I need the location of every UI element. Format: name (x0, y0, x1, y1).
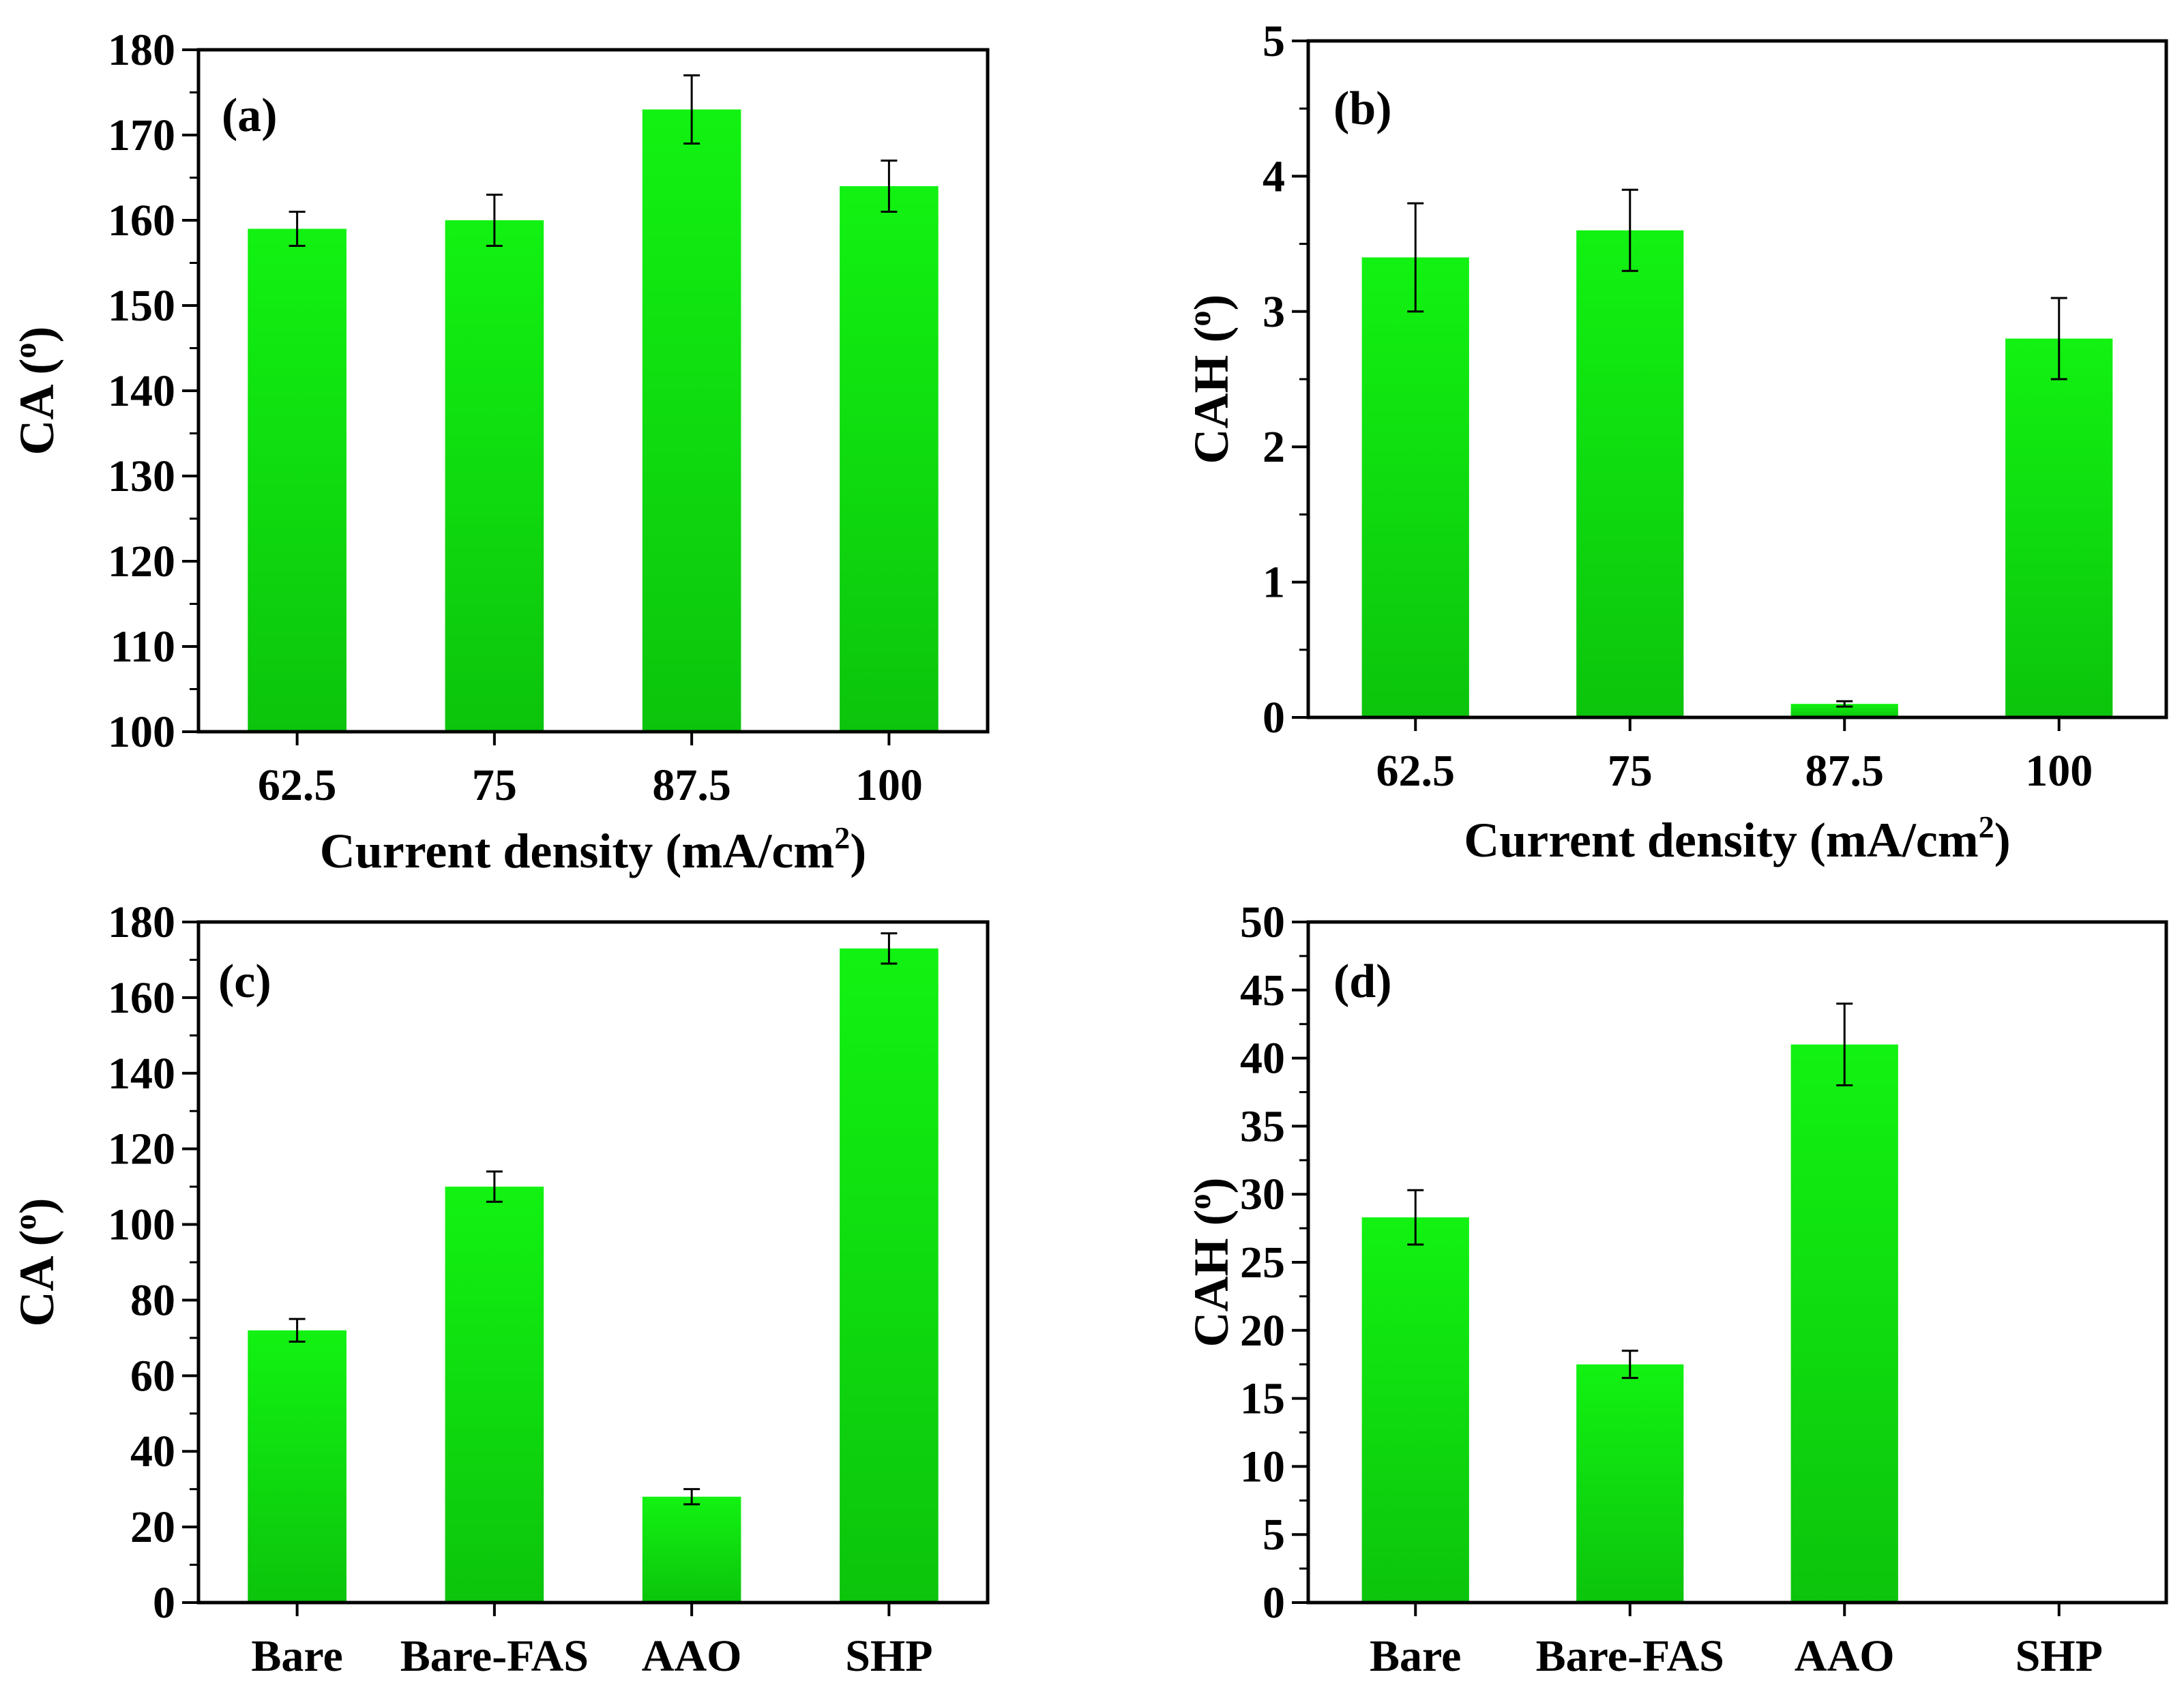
x-tick-label-c-3: SHP (845, 1631, 932, 1681)
bar-b-2 (1790, 704, 1898, 717)
y-tick-label-c-7: 140 (108, 1049, 175, 1099)
x-tick-label-a-1: 75 (472, 760, 517, 810)
y-tick-label-b-0: 0 (1263, 693, 1285, 743)
bar-a-3 (840, 186, 939, 732)
y-tick-label-b-2: 2 (1263, 422, 1285, 472)
bar-c-1 (445, 1187, 544, 1603)
bars-c (248, 932, 939, 1603)
y-tick-label-a-2: 120 (108, 537, 175, 586)
y-tick-label-d-8: 40 (1240, 1034, 1285, 1084)
y-tick-label-d-7: 35 (1240, 1101, 1285, 1151)
y-tick-label-d-2: 10 (1240, 1442, 1285, 1491)
y-axis-title-d: CAH (o) (1182, 1178, 1239, 1348)
y-tick-label-d-5: 25 (1240, 1238, 1285, 1288)
y-tick-label-a-8: 180 (108, 25, 175, 75)
bar-b-0 (1361, 257, 1469, 717)
ticks-a: 62.5 75 87.5 100 100 110 120 130 140 150 160 170 180 (108, 25, 923, 810)
y-tick-label-a-6: 160 (108, 196, 175, 246)
bar-a-2 (642, 109, 741, 732)
panel-label-d: (d) (1333, 955, 1392, 1008)
x-tick-label-b-0: 62.5 (1376, 746, 1456, 796)
y-tick-label-d-9: 45 (1240, 966, 1285, 1015)
y-axis-title-c: CA (o) (8, 1198, 64, 1327)
x-tick-label-d-2: AAO (1795, 1631, 1895, 1681)
bar-d-0 (1361, 1217, 1469, 1603)
x-tick-label-b-1: 75 (1608, 746, 1653, 796)
x-tick-label-c-1: Bare-FAS (400, 1631, 589, 1681)
y-tick-label-c-2: 40 (130, 1427, 175, 1476)
y-tick-label-c-3: 60 (130, 1351, 175, 1401)
x-tick-label-a-3: 100 (855, 760, 923, 810)
y-tick-label-a-5: 150 (108, 281, 175, 331)
bar-b-1 (1576, 230, 1684, 717)
panel-a: 62.5 75 87.5 100 100 110 120 130 140 150 160 170 180… (8, 25, 990, 878)
x-axis-title-b: Current density (mA/cm2) (1464, 809, 2011, 867)
y-tick-label-a-4: 140 (108, 366, 175, 416)
bar-d-2 (1790, 1044, 1898, 1603)
panel-label-a: (a) (222, 89, 278, 142)
y-tick-label-d-4: 20 (1240, 1306, 1285, 1356)
bars-d (1361, 1002, 1898, 1603)
y-tick-label-c-9: 180 (108, 897, 175, 947)
bars-b (1361, 188, 2113, 718)
y-tick-label-a-7: 170 (108, 110, 175, 160)
y-tick-label-c-8: 160 (108, 973, 175, 1023)
bar-d-1 (1576, 1364, 1684, 1603)
panel-d: Bare Bare-FAS AAO SHP 0 5 10 15 20 25 30 35 40 45 50 (… (1182, 897, 2168, 1681)
y-tick-label-d-3: 15 (1240, 1374, 1285, 1424)
ticks-d: Bare Bare-FAS AAO SHP 0 5 10 15 20 25 30 35 40 45 50 (1240, 897, 2103, 1681)
y-tick-label-c-0: 0 (153, 1578, 175, 1628)
y-tick-label-c-6: 120 (108, 1125, 175, 1174)
panel-label-c: (c) (218, 955, 271, 1008)
bar-c-2 (642, 1496, 741, 1603)
y-tick-label-c-1: 20 (130, 1502, 175, 1552)
x-axis-title-a: Current density (mA/cm2) (320, 820, 867, 878)
y-axis-title-b: CAH (o) (1182, 295, 1239, 464)
bar-c-3 (840, 948, 939, 1603)
y-axis-title-a: CA (o) (8, 327, 64, 456)
y-tick-label-d-6: 30 (1240, 1170, 1285, 1219)
y-tick-label-b-3: 3 (1263, 287, 1285, 337)
panel-b: 62.5 75 87.5 100 0 1 2 3 4 5 (b) CAH (o) Current … (1182, 16, 2168, 867)
y-tick-label-c-5: 100 (108, 1200, 175, 1250)
y-tick-label-b-1: 1 (1263, 558, 1285, 608)
x-tick-label-c-2: AAO (642, 1631, 742, 1681)
bar-a-0 (248, 228, 346, 732)
x-tick-label-a-0: 62.5 (258, 760, 337, 810)
y-tick-label-a-3: 130 (108, 451, 175, 501)
y-tick-label-a-0: 100 (108, 707, 175, 757)
x-tick-label-b-2: 87.5 (1805, 746, 1885, 796)
ticks-b: 62.5 75 87.5 100 0 1 2 3 4 5 (1263, 16, 2093, 796)
x-tick-label-d-1: Bare-FAS (1536, 1631, 1724, 1681)
bar-c-0 (248, 1330, 346, 1603)
panel-c: Bare Bare-FAS AAO SHP 0 20 40 60 80 100 120 140 160 1… (8, 897, 990, 1681)
bar-b-3 (2005, 338, 2113, 718)
y-tick-label-a-1: 110 (110, 622, 175, 672)
y-tick-label-d-10: 50 (1240, 897, 1285, 947)
x-tick-label-a-2: 87.5 (652, 760, 731, 810)
y-tick-label-d-0: 0 (1263, 1578, 1285, 1628)
bar-a-1 (445, 220, 544, 732)
bars-a (248, 74, 939, 732)
x-tick-label-d-3: SHP (2016, 1631, 2103, 1681)
x-tick-label-b-3: 100 (2025, 746, 2093, 796)
ticks-c: Bare Bare-FAS AAO SHP 0 20 40 60 80 100 120 140 160 1… (108, 897, 933, 1681)
y-tick-label-b-4: 4 (1263, 151, 1285, 201)
x-tick-label-c-0: Bare (251, 1631, 342, 1681)
panel-label-b: (b) (1333, 83, 1392, 135)
y-tick-label-d-1: 5 (1263, 1510, 1285, 1560)
y-tick-label-c-4: 80 (130, 1275, 175, 1325)
y-tick-label-b-5: 5 (1263, 16, 1285, 66)
x-tick-label-d-0: Bare (1370, 1631, 1461, 1681)
